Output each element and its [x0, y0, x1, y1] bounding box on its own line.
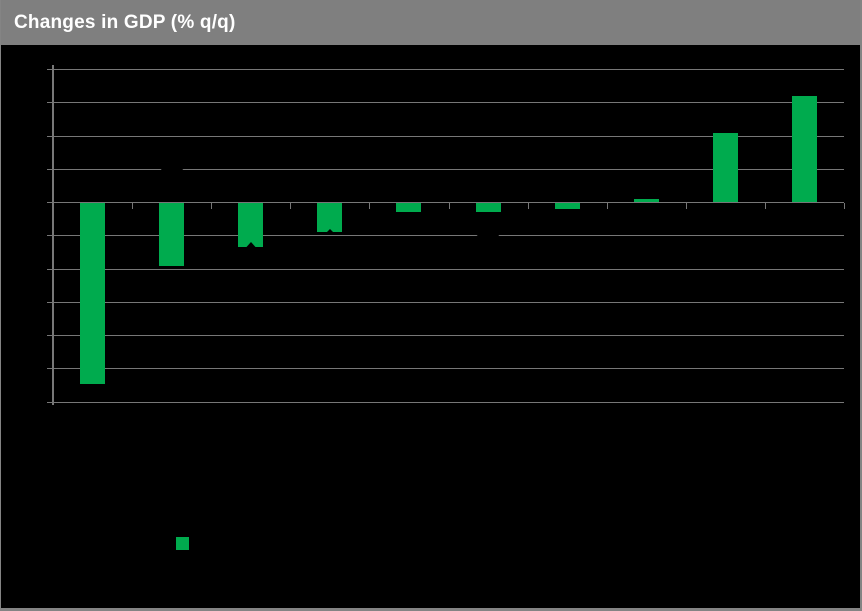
y-axis-tick	[47, 401, 53, 403]
y-axis-tick	[47, 235, 53, 237]
legend-swatch	[176, 537, 189, 550]
x-axis-tick	[53, 202, 54, 209]
x-axis-tick	[211, 202, 213, 209]
bar	[238, 202, 264, 248]
gridline	[53, 135, 844, 137]
x-axis-tick	[448, 202, 450, 209]
x-axis-tick	[290, 202, 292, 209]
gridline	[53, 401, 844, 403]
y-axis-tick	[47, 301, 53, 303]
bar	[159, 202, 185, 266]
y-axis-tick	[47, 335, 53, 336]
x-axis-tick	[844, 202, 845, 209]
x-axis-tick	[132, 202, 134, 209]
gridline	[53, 69, 844, 70]
y-axis-tick	[47, 268, 53, 270]
chart-title: Changes in GDP (% q/q)	[14, 11, 236, 33]
y-axis-tick	[47, 102, 53, 104]
chart-title-bar: Changes in GDP (% q/q)	[1, 0, 860, 45]
black-diamond-marker	[476, 224, 500, 248]
black-triangle-marker	[241, 242, 260, 253]
x-axis-tick	[606, 202, 608, 209]
gridline	[53, 168, 844, 170]
x-axis-tick	[369, 202, 371, 209]
y-axis-line	[52, 65, 54, 405]
gridline	[53, 335, 844, 336]
bar	[791, 96, 817, 203]
y-axis-tick	[47, 368, 53, 370]
bar	[554, 202, 580, 210]
black-triangle-marker	[324, 229, 335, 235]
gridline	[53, 268, 844, 270]
black-diamond-marker	[160, 157, 183, 181]
x-axis-tick	[685, 202, 687, 209]
y-axis-tick	[47, 168, 53, 170]
bar	[396, 202, 422, 213]
gridline	[53, 368, 844, 370]
x-axis-tick	[527, 202, 529, 209]
gridline	[53, 235, 844, 237]
x-axis-tick	[764, 202, 766, 209]
y-axis-tick	[47, 135, 53, 137]
bar	[317, 202, 343, 233]
bar	[80, 202, 106, 384]
bar	[633, 199, 659, 203]
y-axis-tick	[47, 202, 53, 203]
gridline	[53, 102, 844, 104]
y-axis-tick	[47, 69, 53, 70]
bar	[712, 132, 738, 203]
bar	[475, 202, 501, 213]
gridline	[53, 301, 844, 303]
